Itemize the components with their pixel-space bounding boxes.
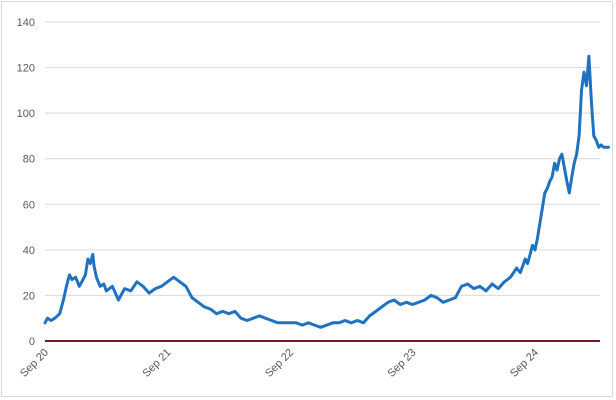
y-tick-label: 80 xyxy=(23,154,35,166)
x-tick-label: Sep 24 xyxy=(508,347,541,380)
gridlines xyxy=(45,21,600,296)
x-tick-label: Sep 20 xyxy=(18,347,51,380)
y-tick-label: 20 xyxy=(23,290,35,302)
series-line-0 xyxy=(43,54,610,329)
x-tick-label: Sep 21 xyxy=(140,347,173,380)
y-tick-label: 100 xyxy=(17,108,35,120)
y-tick-label: 140 xyxy=(17,17,35,29)
series-layer xyxy=(43,54,610,329)
x-tick-label: Sep 23 xyxy=(385,347,418,380)
y-tick-label: 0 xyxy=(29,336,35,348)
y-tick-label: 40 xyxy=(23,245,35,257)
x-tick-label: Sep 22 xyxy=(263,347,296,380)
y-axis-tick-labels: 0 20 40 60 80 100 120 140 xyxy=(17,17,35,348)
x-axis-tick-labels: Sep 20 Sep 21 Sep 22 Sep 23 Sep 24 xyxy=(18,347,541,380)
y-tick-label: 120 xyxy=(17,63,35,75)
y-tick-label: 60 xyxy=(23,199,35,211)
